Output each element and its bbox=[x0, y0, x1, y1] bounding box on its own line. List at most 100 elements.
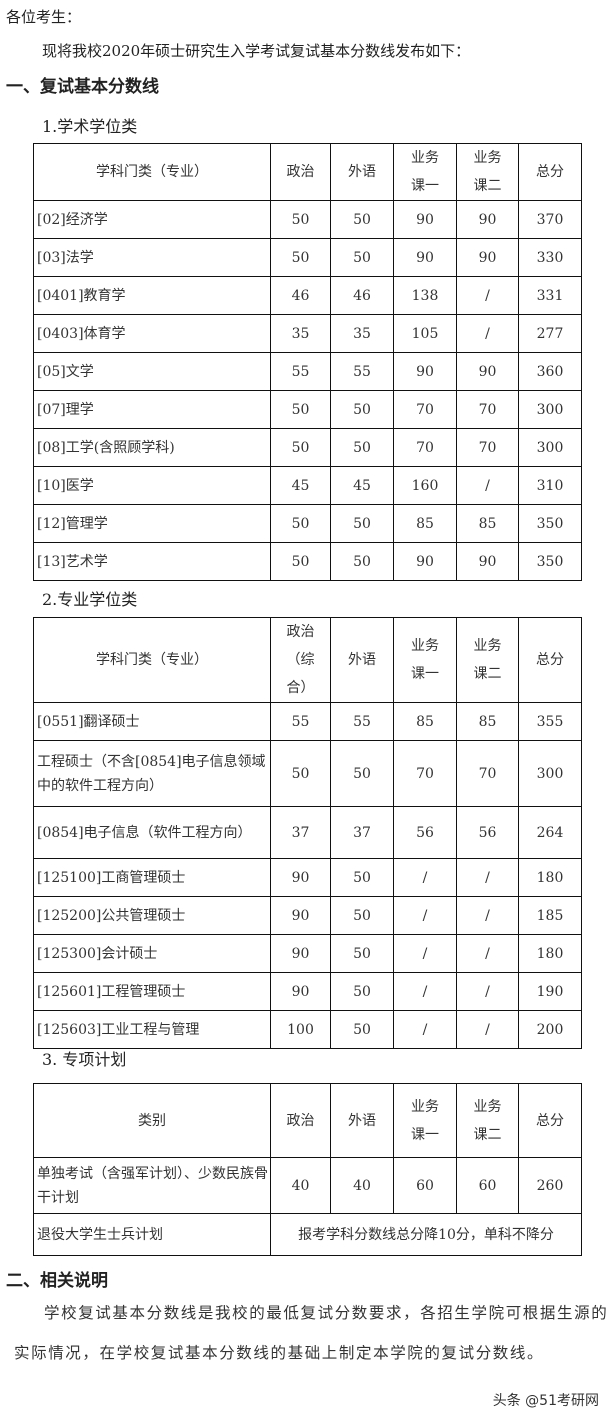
score-cell: 90 bbox=[393, 238, 457, 277]
score-cell: 310 bbox=[518, 466, 582, 505]
score-cell: 46 bbox=[270, 276, 331, 315]
column-header: 业务课二 bbox=[456, 1083, 519, 1158]
score-cell: 360 bbox=[518, 352, 582, 391]
row-label-cell: [125300]会计硕士 bbox=[33, 934, 271, 973]
score-cell: 50 bbox=[270, 740, 331, 807]
column-header: 业务课二 bbox=[456, 617, 519, 703]
score-cell: 50 bbox=[330, 740, 394, 807]
score-cell: 55 bbox=[270, 702, 331, 741]
score-cell: 50 bbox=[270, 428, 331, 467]
score-cell: / bbox=[456, 466, 519, 505]
section2-title: 二、相关说明 bbox=[6, 1271, 108, 1291]
score-cell: 350 bbox=[518, 504, 582, 543]
score-cell: 264 bbox=[518, 806, 582, 859]
score-cell: 35 bbox=[270, 314, 331, 353]
table-row: [03]法学 50 50 90 90 330 bbox=[33, 238, 582, 277]
score-cell: 70 bbox=[456, 740, 519, 807]
score-cell: 180 bbox=[518, 858, 582, 897]
column-header: 学科门类（专业） bbox=[33, 143, 271, 201]
table-row: [0401]教育学 46 46 138/331 bbox=[33, 276, 582, 315]
row-label-cell: [0551]翻译硕士 bbox=[33, 702, 271, 741]
score-cell: / bbox=[393, 1010, 457, 1049]
score-cell: 90 bbox=[456, 238, 519, 277]
special-program-table: 类别 政治 外语 业务课一 业务课二 总分 单独考试（含强军计划）、少数民族骨干计划 40 40… bbox=[33, 1083, 582, 1256]
score-cell: 370 bbox=[518, 200, 582, 239]
score-cell: 85 bbox=[393, 702, 457, 741]
score-cell: 90 bbox=[456, 542, 519, 581]
score-cell: 40 bbox=[330, 1157, 394, 1214]
row-label-cell: [13]艺术学 bbox=[33, 542, 271, 581]
table3-title: 3. 专项计划 bbox=[42, 1050, 127, 1069]
table-row: [08]工学(含照顾学科) 50 50 70 70 300 bbox=[33, 428, 582, 467]
score-cell: / bbox=[456, 276, 519, 315]
score-cell: 85 bbox=[456, 504, 519, 543]
column-header: 业务课一 bbox=[393, 617, 457, 703]
table-row: [12]管理学 50 50 85 85 350 bbox=[33, 504, 582, 543]
table-row: [0854]电子信息（软件工程方向） 37 37 56 56 264 bbox=[33, 806, 582, 859]
score-cell: / bbox=[456, 314, 519, 353]
table-row: 退役大学生士兵计划 报考学科分数线总分降10分，单科不降分 bbox=[33, 1213, 582, 1256]
score-cell: 70 bbox=[456, 428, 519, 467]
score-cell: 50 bbox=[330, 390, 394, 429]
score-cell: 37 bbox=[330, 806, 394, 859]
row-label-cell: [12]管理学 bbox=[33, 504, 271, 543]
score-cell: 85 bbox=[456, 702, 519, 741]
explanation-paragraph: 学校复试基本分数线是我校的最低复试分数要求，各招生学院可根据生源的实际情况，在学… bbox=[14, 1304, 609, 1362]
table-row: [0551]翻译硕士 55 55 85 85 355 bbox=[33, 702, 582, 741]
score-cell: 45 bbox=[270, 466, 331, 505]
score-cell: 50 bbox=[330, 1010, 394, 1049]
table-row: [125200]公共管理硕士 90 50//185 bbox=[33, 896, 582, 935]
column-header: 总分 bbox=[518, 143, 582, 201]
score-cell: 50 bbox=[330, 428, 394, 467]
score-cell: 90 bbox=[270, 858, 331, 897]
score-cell: 185 bbox=[518, 896, 582, 935]
table-row: [0403]体育学 35 35 105/277 bbox=[33, 314, 582, 353]
score-cell: 35 bbox=[330, 314, 394, 353]
score-cell: 90 bbox=[393, 200, 457, 239]
score-cell: 50 bbox=[330, 896, 394, 935]
score-cell: 56 bbox=[456, 806, 519, 859]
score-cell: 45 bbox=[330, 466, 394, 505]
score-cell: / bbox=[393, 972, 457, 1011]
column-header: 政治（综合） bbox=[270, 617, 331, 703]
score-cell: 50 bbox=[330, 858, 394, 897]
column-header: 类别 bbox=[33, 1083, 271, 1158]
column-header: 业务课一 bbox=[393, 1083, 457, 1158]
intro-text: 现将我校2020年硕士研究生入学考试复试基本分数线发布如下： bbox=[42, 42, 471, 60]
table-row: 工程硕士（不含[0854]电子信息领域中的软件工程方向） 50 50 70 70 300 bbox=[33, 740, 582, 807]
score-cell: 138 bbox=[393, 276, 457, 315]
score-cell: 报考学科分数线总分降10分，单科不降分 bbox=[270, 1213, 582, 1256]
header-row: 学科门类（专业） 政治（综合） 外语 业务课一 业务课二 总分 bbox=[33, 617, 582, 703]
score-cell: 100 bbox=[270, 1010, 331, 1049]
row-label-cell: 退役大学生士兵计划 bbox=[33, 1213, 271, 1256]
score-cell: / bbox=[456, 858, 519, 897]
row-label-cell: [0401]教育学 bbox=[33, 276, 271, 315]
score-cell: 330 bbox=[518, 238, 582, 277]
score-cell: 50 bbox=[330, 934, 394, 973]
table-row: [125100]工商管理硕士 90 50//180 bbox=[33, 858, 582, 897]
score-cell: / bbox=[456, 896, 519, 935]
header-row: 学科门类（专业） 政治 外语 业务课一 业务课二 总分 bbox=[33, 143, 582, 201]
score-cell: 105 bbox=[393, 314, 457, 353]
score-cell: / bbox=[456, 972, 519, 1011]
table-row: [125603]工业工程与管理 100 50//200 bbox=[33, 1010, 582, 1049]
score-cell: 300 bbox=[518, 740, 582, 807]
score-cell: 200 bbox=[518, 1010, 582, 1049]
table2-title: 2.专业学位类 bbox=[42, 590, 138, 609]
score-cell: 50 bbox=[270, 542, 331, 581]
score-cell: 37 bbox=[270, 806, 331, 859]
row-label-cell: [125601]工程管理硕士 bbox=[33, 972, 271, 1011]
score-cell: 50 bbox=[330, 972, 394, 1011]
section1-title: 一、复试基本分数线 bbox=[6, 77, 159, 97]
table-row: 单独考试（含强军计划）、少数民族骨干计划 40 40 60 60 260 bbox=[33, 1157, 582, 1214]
row-label-cell: [10]医学 bbox=[33, 466, 271, 505]
score-cell: / bbox=[393, 934, 457, 973]
column-header: 外语 bbox=[330, 1083, 394, 1158]
score-cell: 50 bbox=[330, 238, 394, 277]
professional-degree-table: 学科门类（专业） 政治（综合） 外语 业务课一 业务课二 总分 [0551]翻译硕士 55 55… bbox=[33, 617, 582, 1049]
table-row: [13]艺术学 50 50 90 90 350 bbox=[33, 542, 582, 581]
score-cell: / bbox=[393, 896, 457, 935]
score-cell: 90 bbox=[270, 934, 331, 973]
greeting: 各位考生： bbox=[6, 8, 82, 26]
column-header: 总分 bbox=[518, 617, 582, 703]
